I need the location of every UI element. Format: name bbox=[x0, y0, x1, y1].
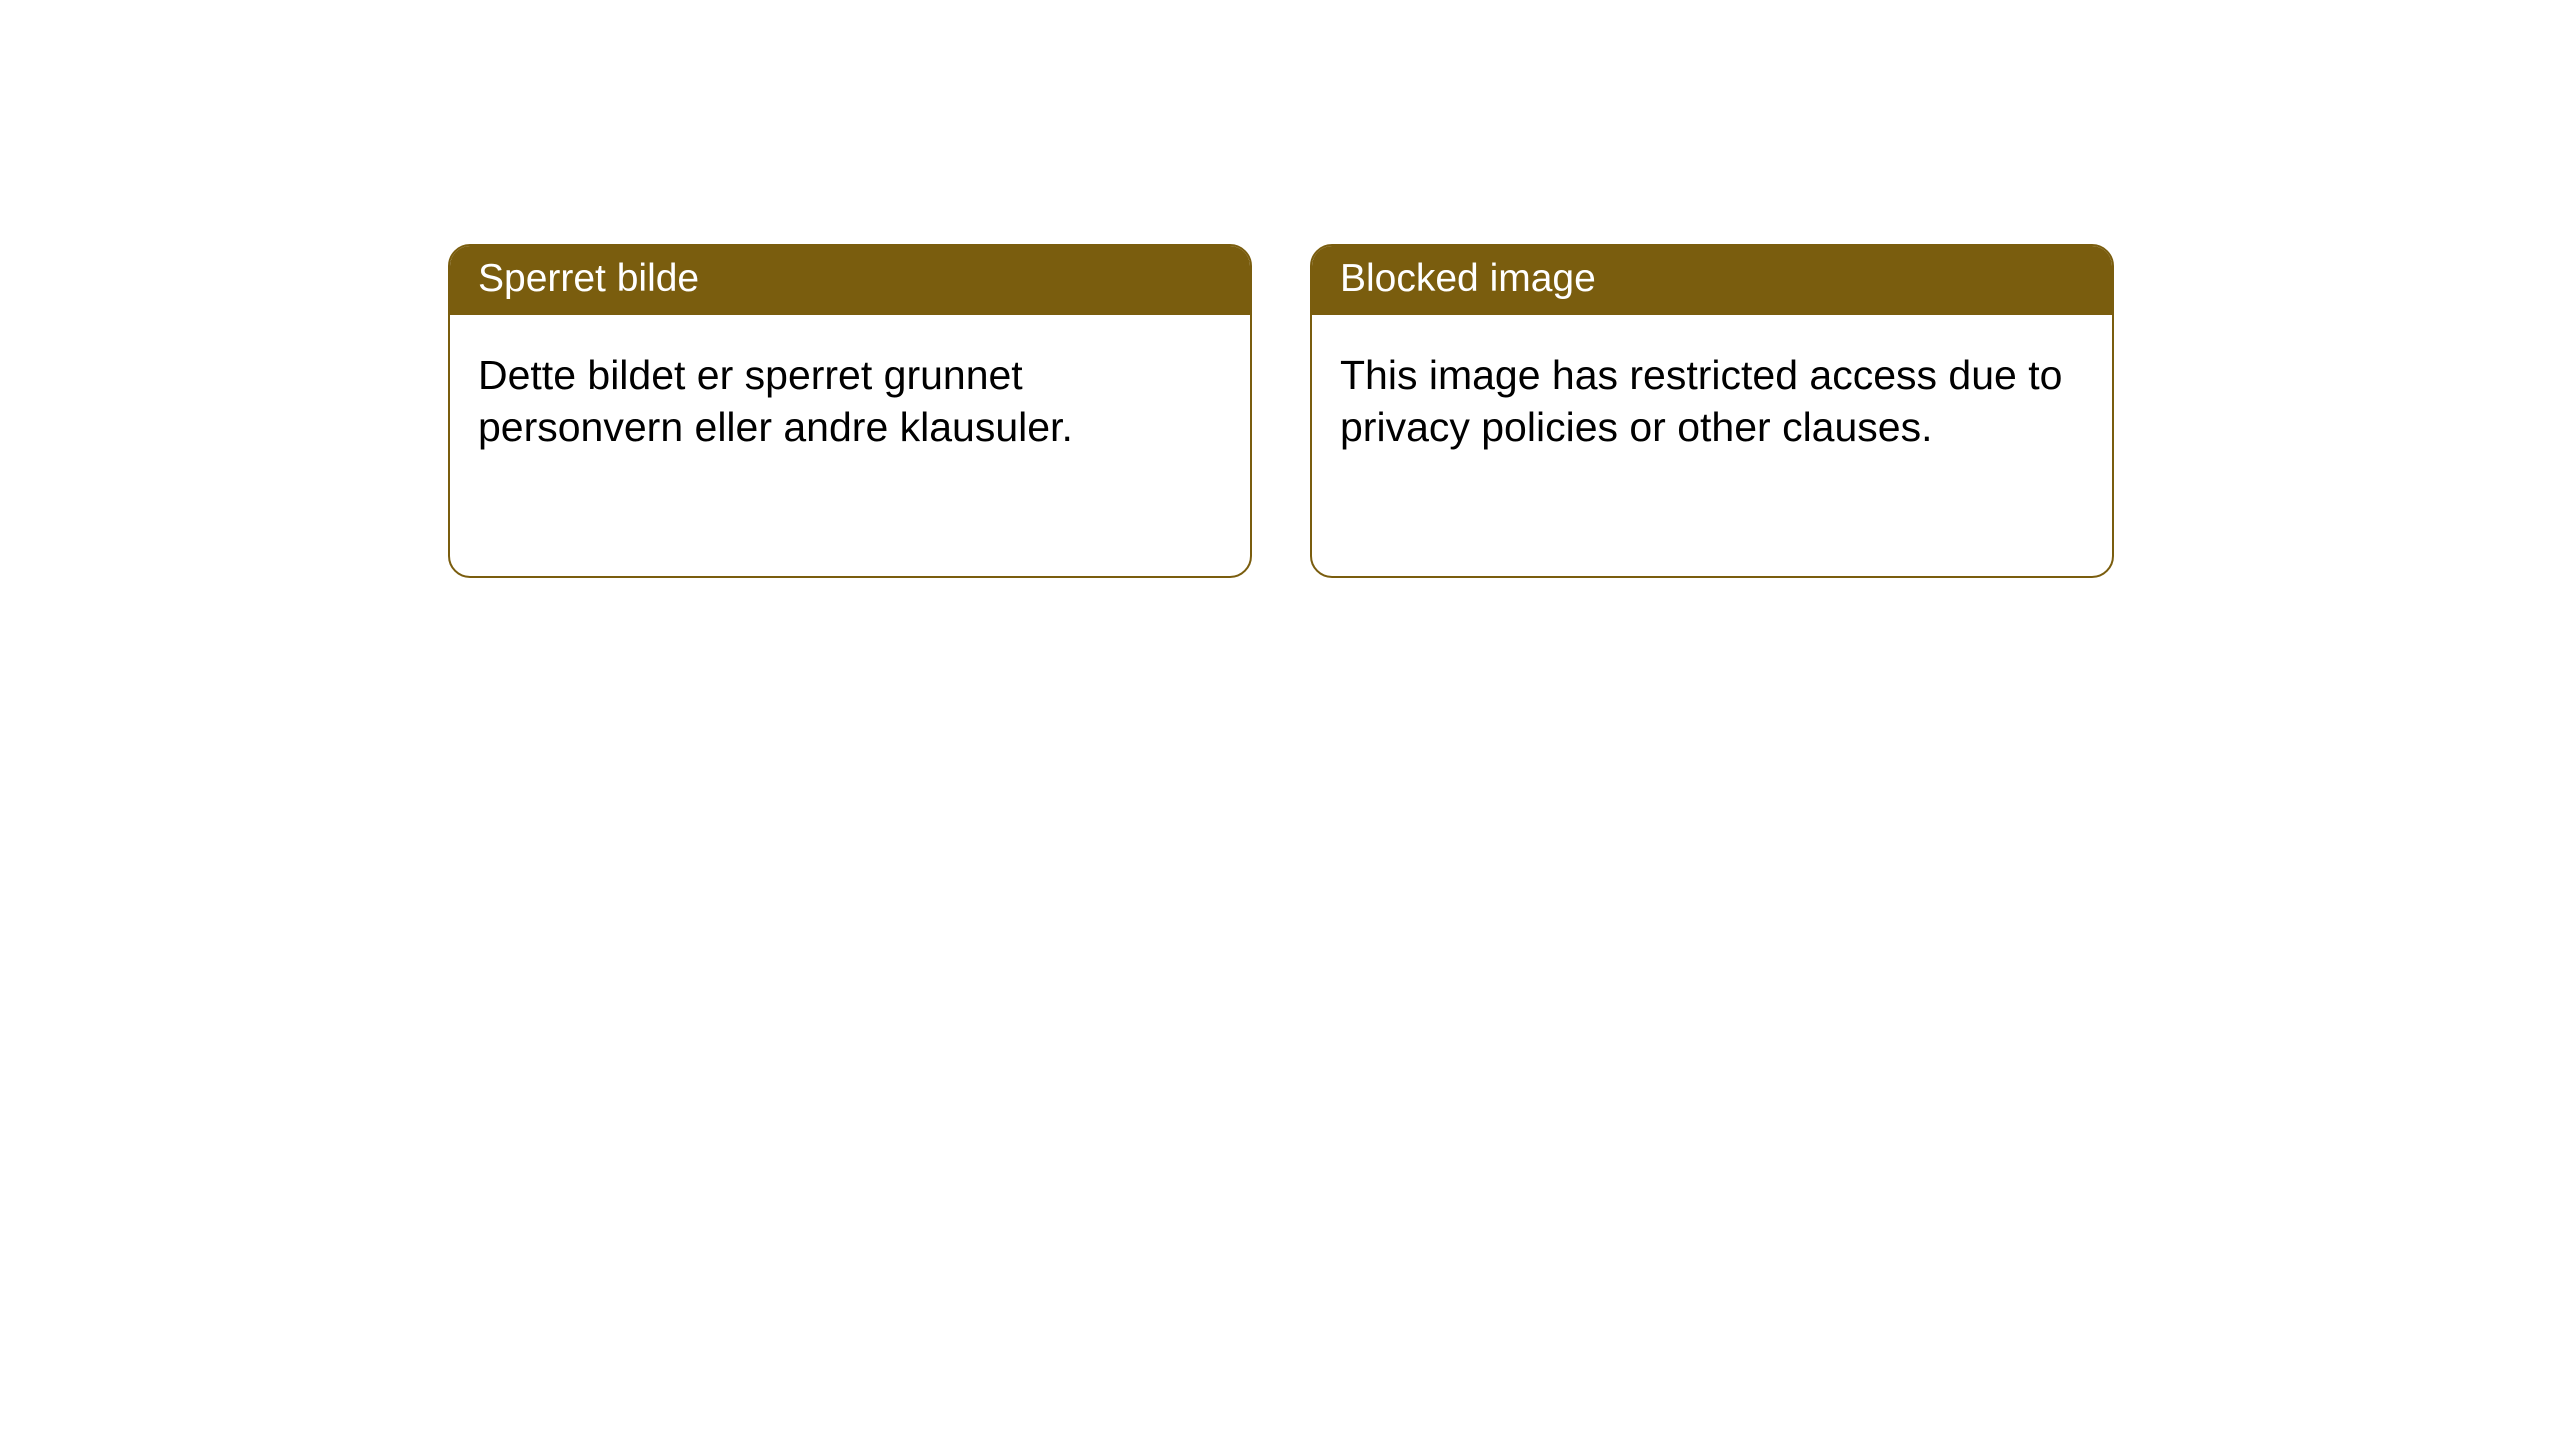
blocked-image-card-en: Blocked image This image has restricted … bbox=[1310, 244, 2114, 578]
card-message-no: Dette bildet er sperret grunnet personve… bbox=[450, 315, 1250, 482]
card-title-no: Sperret bilde bbox=[450, 246, 1250, 315]
card-title-en: Blocked image bbox=[1312, 246, 2112, 315]
card-message-en: This image has restricted access due to … bbox=[1312, 315, 2112, 482]
notice-container: Sperret bilde Dette bildet er sperret gr… bbox=[0, 0, 2560, 578]
blocked-image-card-no: Sperret bilde Dette bildet er sperret gr… bbox=[448, 244, 1252, 578]
